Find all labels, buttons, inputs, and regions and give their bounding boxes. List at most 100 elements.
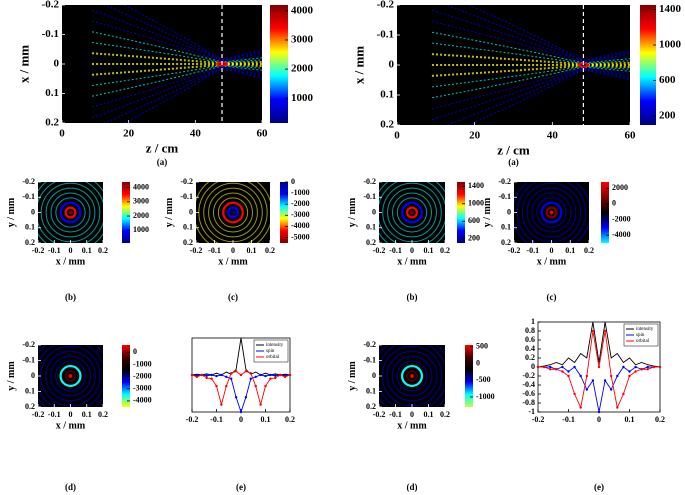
y-axis-label: y / mm (6, 361, 17, 391)
heatmap-core (549, 210, 554, 215)
series-point (616, 374, 619, 378)
series-point (220, 373, 223, 377)
series-point (274, 374, 277, 377)
panel-caption: (d) (65, 482, 76, 492)
panel-caption: (e) (236, 482, 246, 492)
heatmap-ring (396, 360, 428, 392)
series-point (561, 370, 564, 373)
series-point (634, 365, 637, 369)
x-tick-label: 0.1 (82, 246, 92, 255)
series-point (610, 374, 613, 378)
heatmap-ring (540, 201, 563, 224)
series-point (283, 375, 287, 379)
series-point (597, 365, 601, 369)
y-tick-label: 0.2 (25, 238, 35, 247)
colorbar-tick-label: -1000 (476, 392, 495, 401)
heatmap-streak (91, 9, 262, 62)
x-tick-label: -0.2 (508, 246, 521, 255)
y-tick-label: 0.1 (183, 223, 193, 232)
x-tick-label: -0.1 (208, 246, 221, 255)
y-tick-label: -0.2 (498, 177, 511, 186)
heatmap-streak (122, 68, 262, 123)
colorbar-tick-label: 1000 (133, 225, 149, 234)
heatmap-core (410, 374, 414, 378)
heatmap-core (68, 374, 73, 378)
colorbar-tick-label: 1000 (291, 92, 314, 104)
y-tick-label: 1 (531, 317, 535, 326)
colorbar-tick-label: -4000 (291, 221, 310, 230)
heatmap-ring (545, 206, 558, 219)
y-tick-label: 0.4 (525, 344, 535, 353)
heatmap-streak (122, 5, 262, 60)
heatmap-core (410, 210, 414, 215)
panel-caption: (d) (407, 482, 418, 492)
series-point (225, 375, 228, 379)
series-point (274, 376, 277, 380)
colorbar-tick-label: -4000 (612, 230, 631, 239)
heatmap-streak (431, 42, 630, 65)
heatmap-ring (526, 187, 577, 238)
panel-caption: (a) (508, 157, 519, 167)
colorbar (601, 182, 609, 243)
heatmap-core (231, 210, 235, 215)
heatmap-streak (467, 5, 630, 61)
series-point (234, 370, 238, 373)
colorbar-tick-label: 0 (612, 199, 616, 208)
x-tick-label: 0 (394, 130, 400, 142)
y-axis-label: y / mm (482, 197, 493, 227)
colorbar-tick-label: 3000 (133, 197, 149, 206)
colorbar-tick-label: 4000 (133, 183, 149, 192)
series-point (279, 373, 282, 377)
x-axis-label: x / mm (537, 256, 567, 267)
colorbar-tick-label: 1400 (468, 181, 484, 190)
x-tick-label: 0.1 (625, 415, 635, 424)
series-point (225, 384, 228, 388)
x-tick-label: 0.2 (584, 246, 594, 255)
series-point (622, 365, 625, 369)
colorbar-tick-label: -3000 (291, 210, 310, 219)
series-point (603, 329, 607, 333)
heatmap-ring (405, 369, 419, 383)
series-line (191, 337, 291, 376)
x-axis-label: x / mm (397, 420, 427, 431)
x-tick-label: -0.1 (48, 410, 61, 419)
heatmap-ring (55, 360, 86, 392)
series-point (555, 368, 558, 371)
heatmap-streak (91, 20, 262, 62)
heatmap-ring (45, 187, 96, 238)
series-point (288, 373, 292, 377)
x-tick-label: 0.2 (265, 246, 275, 255)
series-point (567, 374, 570, 378)
series-point (585, 388, 588, 391)
colorbar-tick-label: 3000 (291, 33, 314, 45)
heatmap-streak (431, 65, 630, 88)
x-tick-label: 0.1 (247, 246, 257, 255)
x-tick-label: 0.2 (440, 246, 450, 255)
heatmap-streak (103, 67, 262, 123)
heatmap-ring (536, 197, 567, 228)
series-point (536, 365, 540, 369)
y-tick-label: -0.2 (22, 177, 35, 186)
y-tick-label: -1 (528, 407, 535, 416)
x-tick-label: -0.1 (562, 415, 575, 424)
x-tick-label: 0.1 (424, 410, 434, 419)
colorbar (122, 345, 130, 407)
colorbar-tick-label: 4000 (291, 4, 314, 16)
series-point (190, 373, 194, 377)
x-tick-label: 0 (550, 246, 554, 255)
colorbar-tick-label: -1000 (291, 188, 310, 197)
x-tick-label: 20 (469, 130, 481, 142)
y-tick-label: -0.8 (522, 398, 535, 407)
y-tick-label: 0 (507, 207, 511, 216)
y-tick-label: 0 (389, 59, 395, 71)
y-tick-label: -0.6 (522, 389, 535, 398)
legend-label: intensity (636, 327, 654, 332)
x-tick-label: 40 (190, 128, 202, 140)
colorbar (270, 5, 288, 123)
series-point (646, 368, 649, 371)
heatmap-ring (50, 355, 91, 397)
colorbar-tick-label: -1000 (133, 359, 152, 368)
series-point (628, 374, 631, 378)
x-tick-label: 0.1 (565, 246, 575, 255)
series-point (573, 365, 576, 369)
